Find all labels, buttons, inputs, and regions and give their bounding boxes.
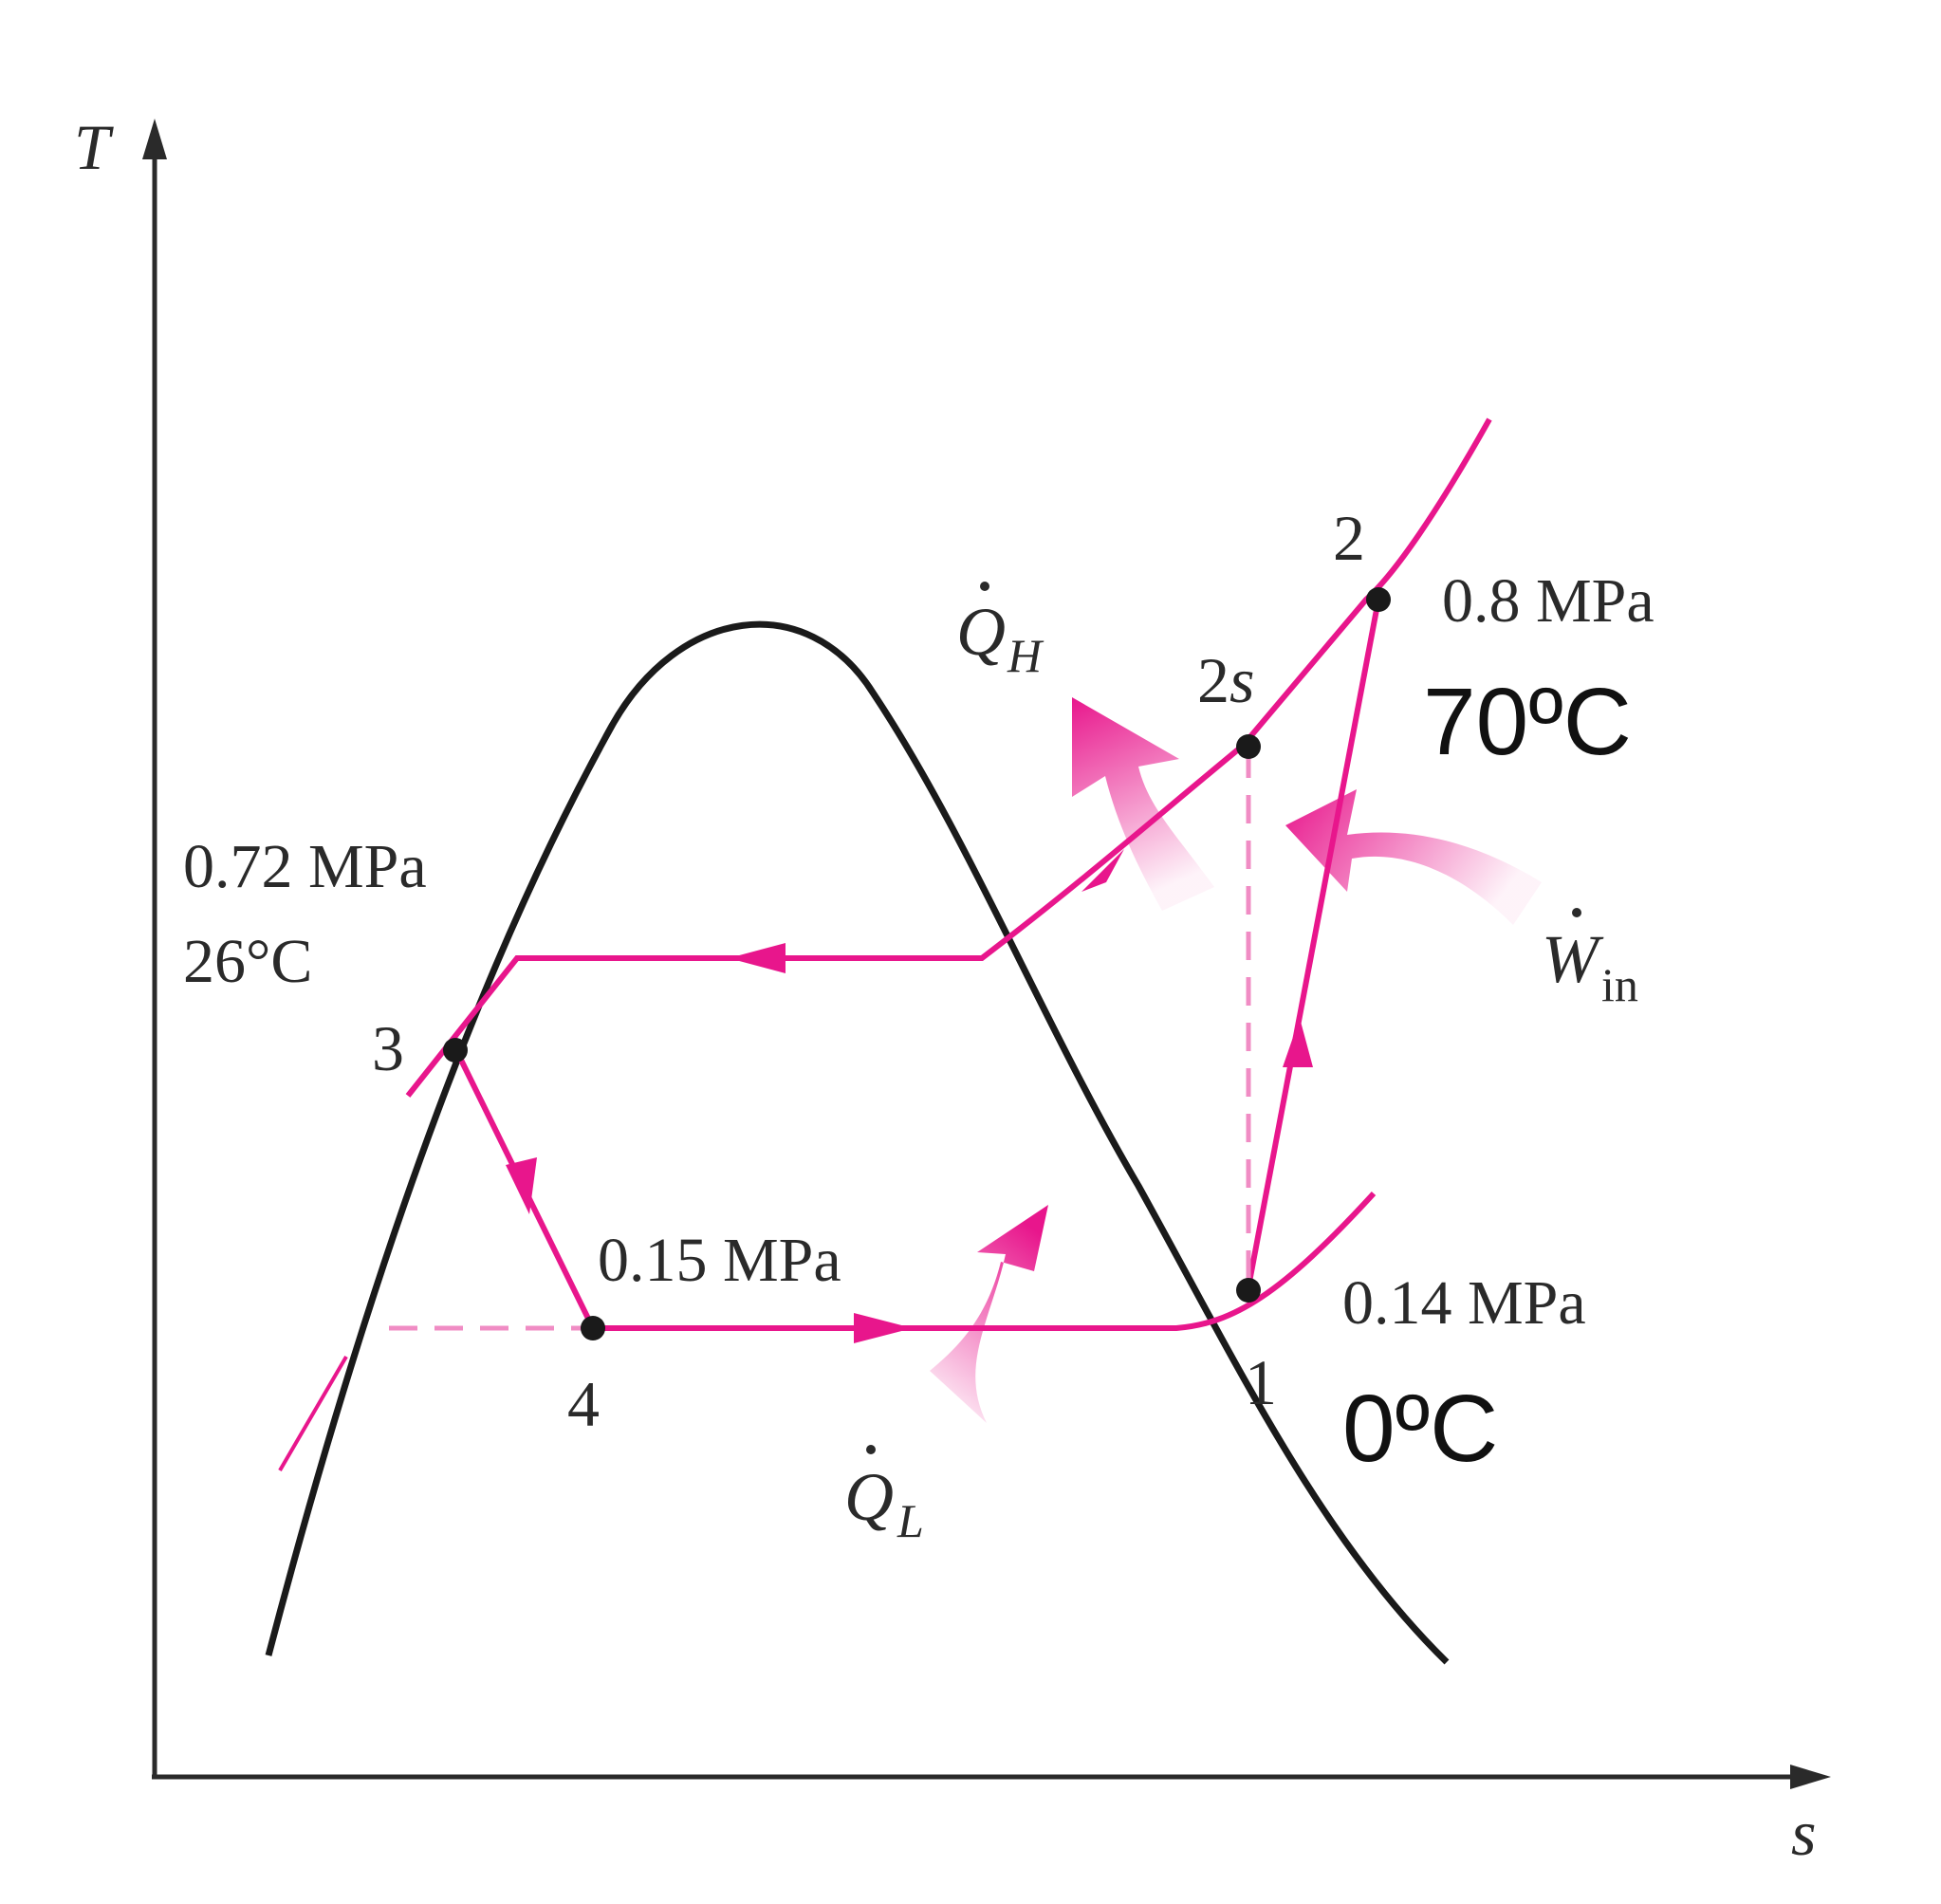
state-label-2s-num: 2 xyxy=(1197,644,1229,716)
condition-labels: 0.8 MPa 70ºC 0.72 MPa 26°C 0.15 MPa 0.14… xyxy=(183,566,1654,1482)
state-labels: 2 2s 3 4 1 xyxy=(372,502,1365,1440)
ql-symbol: Q xyxy=(844,1459,894,1535)
qh-label: Q H xyxy=(956,582,1044,682)
state-1-temperature: 0ºC xyxy=(1342,1376,1498,1482)
state-3-temperature: 26°C xyxy=(183,927,312,996)
high-pressure-line xyxy=(405,417,1492,1098)
qh-dot-icon xyxy=(980,582,989,591)
state-label-2s: 2s xyxy=(1197,644,1254,716)
state-label-2: 2 xyxy=(1333,502,1365,574)
qh-arrow-icon xyxy=(1072,697,1214,911)
state-point-3 xyxy=(443,1038,468,1063)
win-dot-icon xyxy=(1572,908,1581,917)
ql-subscript: L xyxy=(897,1494,924,1547)
subcooled-segment xyxy=(278,1355,348,1472)
arrow-icon-evaporator xyxy=(854,1313,913,1343)
win-arrow-icon xyxy=(1285,789,1542,925)
state-2-pressure: 0.8 MPa xyxy=(1442,566,1654,636)
state-points xyxy=(443,587,1391,1340)
state-point-1 xyxy=(1236,1278,1261,1303)
state-point-2 xyxy=(1366,587,1391,612)
t-axis-arrow-icon xyxy=(142,119,167,159)
state-4-pressure: 0.15 MPa xyxy=(598,1226,841,1295)
arrow-icon-condenser xyxy=(729,943,786,973)
s-axis-label: s xyxy=(1791,1797,1816,1869)
energy-labels: Q H Q L W in xyxy=(844,582,1638,1547)
state-label-1: 1 xyxy=(1245,1346,1277,1418)
qh-symbol: Q xyxy=(956,594,1006,670)
win-label: W in xyxy=(1542,908,1638,1011)
state-label-4: 4 xyxy=(567,1368,600,1440)
arrow-icon-desuperheat xyxy=(1081,849,1124,892)
axes: T s xyxy=(74,111,1831,1869)
state-point-2s xyxy=(1236,734,1261,759)
qh-subscript: H xyxy=(1007,629,1044,682)
ql-label: Q L xyxy=(844,1445,924,1547)
ql-dot-icon xyxy=(866,1445,876,1454)
state-label-2s-ital: s xyxy=(1229,644,1254,716)
arrow-icon-compressor xyxy=(1283,1018,1313,1067)
flow-arrows xyxy=(506,849,1313,1343)
win-subscript: in xyxy=(1601,958,1638,1011)
saturation-dome xyxy=(265,620,1450,1665)
state-point-4 xyxy=(581,1316,605,1340)
arrow-icon-throttle xyxy=(506,1157,537,1214)
state-label-3: 3 xyxy=(372,1012,404,1084)
low-pressure-line xyxy=(593,1191,1377,1331)
ql-arrow-icon xyxy=(930,1205,1048,1423)
compression-line-1-2 xyxy=(1245,599,1381,1293)
state-1-pressure: 0.14 MPa xyxy=(1342,1268,1586,1338)
refrigeration-cycle xyxy=(278,417,1492,1472)
dashed-lines xyxy=(389,749,1251,1331)
s-axis-arrow-icon xyxy=(1790,1765,1831,1789)
win-symbol: W xyxy=(1542,921,1604,997)
t-axis-label: T xyxy=(74,111,114,183)
state-3-pressure: 0.72 MPa xyxy=(183,832,427,901)
energy-arrows xyxy=(930,697,1542,1423)
state-2-temperature: 70ºC xyxy=(1423,669,1632,775)
